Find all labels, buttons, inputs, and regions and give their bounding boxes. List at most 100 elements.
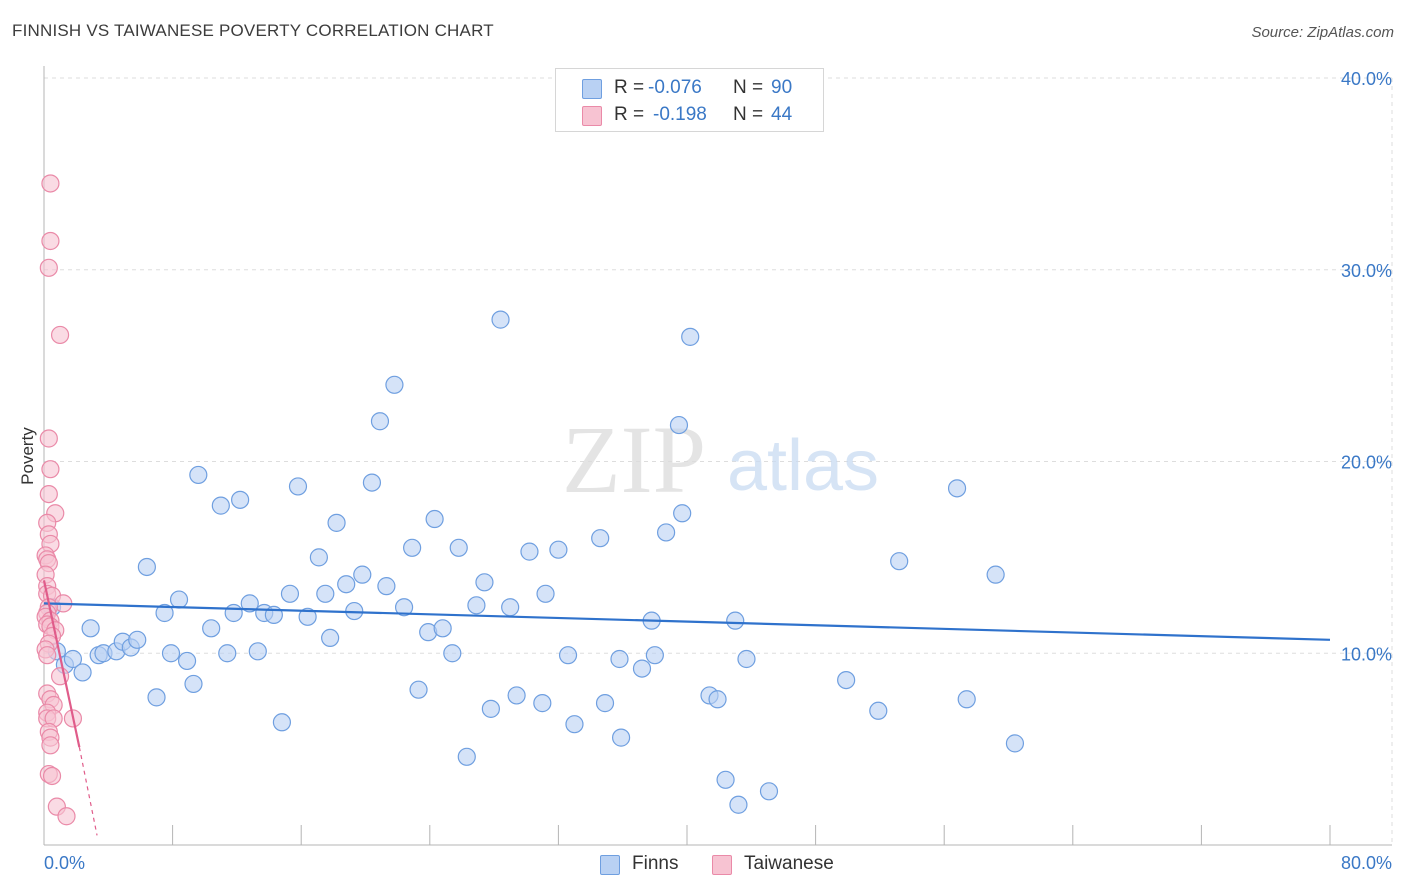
finns-point <box>327 513 346 532</box>
correlation-legend: R = -0.076 N = 90 R = -0.198 N = 44 <box>555 68 824 132</box>
x-tick-label: 80.0% <box>1341 853 1392 873</box>
chart-source: Source: ZipAtlas.com <box>1251 24 1394 41</box>
finns-point <box>177 651 197 671</box>
finns-point <box>81 619 100 638</box>
finns-point <box>370 412 390 431</box>
finns-point <box>536 584 555 603</box>
finns-point <box>240 594 259 613</box>
finns-point <box>63 649 83 669</box>
finns-point <box>481 699 500 718</box>
taiwanese-legend-label: Taiwanese <box>744 853 834 874</box>
finns-point <box>202 619 221 638</box>
finns-point <box>610 649 629 669</box>
legend-r-value-finns: -0.076 <box>648 77 702 98</box>
taiwanese-trendline <box>42 580 81 748</box>
taiwanese-trendline-extension <box>78 747 98 836</box>
finns-point <box>507 686 526 705</box>
finns-point <box>501 598 520 617</box>
trend-lines <box>42 580 1331 836</box>
finns-point <box>189 465 208 485</box>
finns-point <box>716 770 735 789</box>
legend-row-taiwanese: R = -0.198 N = 44 <box>556 100 823 128</box>
finns-point <box>409 680 428 699</box>
finns-point <box>425 509 444 529</box>
watermark: ZIP atlas <box>562 406 879 513</box>
finns-point <box>128 630 147 649</box>
finns-point <box>611 728 631 747</box>
finns-point <box>520 542 539 561</box>
legend-n-label: N = <box>733 104 764 125</box>
finns-point <box>475 573 494 592</box>
finns-point <box>708 690 727 709</box>
finns-point <box>231 490 250 509</box>
finns-point <box>726 611 745 630</box>
finns-point <box>218 644 237 663</box>
finns-point <box>595 694 615 713</box>
finns-point <box>681 327 700 346</box>
axes: 10.0% 20.0% 30.0% 40.0% 0.0% 80.0% <box>43 66 1392 873</box>
taiwanese-point <box>38 646 57 665</box>
finns-point <box>169 590 189 609</box>
chart-title: FINNISH VS TAIWANESE POVERTY CORRELATION… <box>12 21 494 40</box>
finns-point <box>549 540 568 559</box>
finns-point <box>558 646 578 665</box>
taiwanese-point <box>39 258 58 277</box>
finns-point <box>184 674 203 694</box>
finns-point <box>377 577 396 596</box>
finns-point <box>645 646 664 665</box>
finns-point <box>403 538 422 557</box>
finns-point <box>316 584 335 603</box>
x-tick-label: 0.0% <box>44 853 85 873</box>
finns-point <box>729 795 748 814</box>
finns-point <box>565 715 584 734</box>
finns-point <box>491 310 510 329</box>
finns-point <box>155 603 174 623</box>
finns-point <box>298 607 317 626</box>
finns-point <box>224 603 243 623</box>
grid-lines <box>44 77 1393 845</box>
finns-point <box>533 694 552 713</box>
taiwanese-legend-swatch <box>712 855 732 875</box>
finns-point <box>443 644 462 663</box>
legend-n-value-taiwanese: 44 <box>771 104 793 125</box>
data-points <box>36 174 1025 826</box>
taiwanese-point <box>50 325 70 345</box>
legend-r-value-taiwanese: -0.198 <box>653 104 707 125</box>
finns-point <box>591 529 610 548</box>
finns-point <box>449 538 468 557</box>
legend-row-finns: R = -0.076 N = 90 <box>556 73 823 101</box>
y-axis-label: Poverty <box>18 427 37 485</box>
finns-point <box>272 713 292 732</box>
finns-point <box>467 596 486 615</box>
finns-point <box>657 523 676 542</box>
legend-n-value-finns: 90 <box>771 77 793 98</box>
finns-point <box>161 644 181 663</box>
finns-point <box>947 479 967 498</box>
legend-r-label: R = <box>614 77 645 98</box>
finns-point <box>280 584 300 603</box>
finns-point <box>211 496 230 515</box>
finns-point <box>288 477 308 496</box>
finns-point <box>890 552 909 571</box>
finns-point <box>309 548 328 567</box>
finns-point <box>337 575 356 594</box>
taiwanese-point <box>41 460 60 479</box>
finns-trendline <box>43 602 1331 641</box>
finns-point <box>957 690 976 709</box>
finns-point <box>433 619 452 638</box>
finns-point <box>837 670 856 690</box>
legend-n-label: N = <box>733 77 764 98</box>
finns-point <box>353 565 372 584</box>
finns-point <box>632 659 652 678</box>
y-tick-label: 30.0% <box>1341 261 1392 281</box>
finns-point <box>248 642 267 661</box>
finns-point <box>759 782 779 801</box>
taiwanese-point <box>39 484 58 504</box>
finns-swatch <box>582 79 602 99</box>
finns-point <box>362 473 382 492</box>
y-tick-label: 10.0% <box>1341 644 1392 664</box>
taiwanese-swatch <box>582 106 602 126</box>
taiwanese-point <box>57 807 76 826</box>
taiwanese-point <box>39 429 58 448</box>
finns-point <box>673 504 692 523</box>
